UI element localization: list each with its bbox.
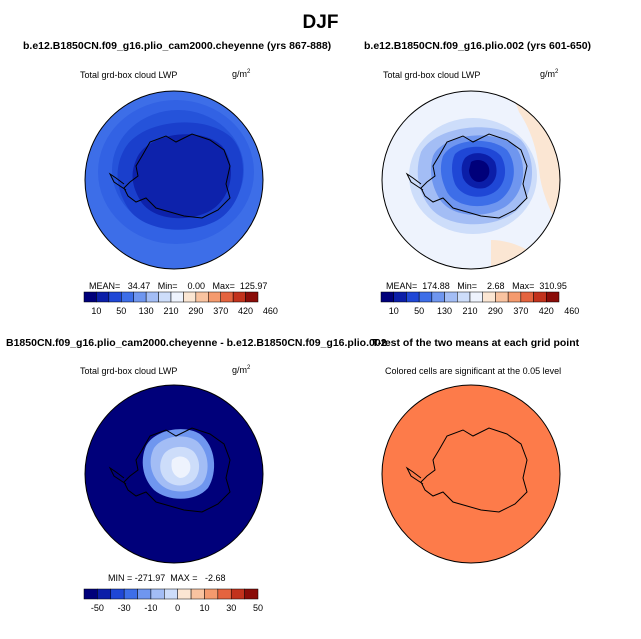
colorbar-tick-label: 0 <box>175 603 181 613</box>
panel-3-units: g/m2 <box>232 365 251 375</box>
colorbar-tick-label: 210 <box>462 306 478 316</box>
panel-1-title: b.e12.B1850CN.f09_g16.plio_cam2000.cheye… <box>23 40 332 52</box>
panel-3-map <box>84 384 264 564</box>
panel-4-antarctica-coast <box>405 427 528 513</box>
colorbar-tick-label: 50 <box>116 306 127 316</box>
colorbar-cell <box>507 291 522 303</box>
colorbar-cell <box>83 588 98 600</box>
panel-4-map <box>381 384 561 564</box>
panel-2-colorbar <box>380 291 560 303</box>
colorbar-tick-label: 420 <box>238 306 254 316</box>
colorbar-tick-label: 50 <box>414 306 425 316</box>
colorbar-cell <box>393 291 407 303</box>
colorbar-tick-label: 370 <box>213 306 229 316</box>
panel-2-variable-label: Total grd-box cloud LWP <box>383 70 481 80</box>
panel-4-variable-label: Colored cells are significant at the 0.0… <box>385 366 562 376</box>
colorbar-cell <box>183 291 197 303</box>
panel-3-colorbar <box>83 588 259 600</box>
panel-1-stats: MEAN= 34.47 Min= 0.00 Max= 125.97 <box>89 281 268 291</box>
colorbar-tick-label: 460 <box>564 306 580 316</box>
panel-1-colorbar-ticks: 10 50 130 210 290 370 420 460 <box>84 306 278 318</box>
colorbar-cell <box>164 588 178 600</box>
colorbar-tick-label: 420 <box>538 306 554 316</box>
colorbar-cell <box>245 291 259 303</box>
colorbar-cell <box>533 291 547 303</box>
colorbar-cell <box>208 291 221 303</box>
figure-title: DJF <box>302 12 339 33</box>
colorbar-cell <box>418 291 433 303</box>
panel-1-variable-label: Total grd-box cloud LWP <box>80 70 178 80</box>
colorbar-cell <box>482 291 496 303</box>
colorbar-tick-label: -10 <box>144 603 158 613</box>
colorbar-cell <box>220 291 234 303</box>
colorbar-tick-label: 370 <box>513 306 529 316</box>
colorbar-cell <box>123 588 138 600</box>
colorbar-cell <box>110 588 125 600</box>
colorbar-cell <box>204 588 219 600</box>
colorbar-cell <box>150 588 165 600</box>
colorbar-cell <box>457 291 471 303</box>
panel-2-map <box>381 90 561 270</box>
panel-2-stats: MEAN= 174.88 Min= 2.68 Max= 310.95 <box>386 281 567 291</box>
colorbar-tick-label: -50 <box>90 603 104 613</box>
colorbar-tick-label: 130 <box>437 306 453 316</box>
colorbar-cell <box>108 291 122 303</box>
colorbar-cell <box>195 291 209 303</box>
panel-1-map <box>84 90 264 270</box>
panel-3-stats: MIN = -271.97 MAX = -2.68 <box>108 573 226 583</box>
colorbar-tick-label: 10 <box>91 306 102 316</box>
colorbar-cell <box>133 291 147 303</box>
colorbar-cell <box>469 291 483 303</box>
colorbar-tick-label: 10 <box>388 306 399 316</box>
colorbar-cell <box>546 291 560 303</box>
colorbar-tick-label: 290 <box>188 306 204 316</box>
colorbar-tick-label: 210 <box>163 306 179 316</box>
panel-2-colorbar-ticks: 10 50 130 210 290 370 420 460 <box>381 306 580 318</box>
colorbar-tick-label: 130 <box>138 306 154 316</box>
colorbar-cell <box>177 588 192 600</box>
panel-1-units: g/m2 <box>232 69 251 79</box>
panel-1-antarctica-coast <box>108 133 231 219</box>
colorbar-cell <box>217 588 232 600</box>
panel-4-title: T-test of the two means at each grid poi… <box>372 337 580 349</box>
panel-2-title: b.e12.B1850CN.f09_g16.plio.002 (yrs 601-… <box>364 40 592 52</box>
colorbar-cell <box>230 588 245 600</box>
colorbar-tick-label: 50 <box>252 603 264 613</box>
colorbar-cell <box>190 588 205 600</box>
colorbar-tick-label: 290 <box>487 306 503 316</box>
colorbar-cell <box>520 291 534 303</box>
colorbar-cell <box>406 291 420 303</box>
panel-2-units: g/m2 <box>540 69 559 79</box>
colorbar-cell <box>170 291 184 303</box>
colorbar-cell <box>495 291 509 303</box>
colorbar-cell <box>244 588 259 600</box>
colorbar-cell <box>444 291 458 303</box>
colorbar-cell <box>97 588 112 600</box>
panel-2-antarctica-coast <box>405 133 528 219</box>
colorbar-tick-label: 460 <box>262 306 278 316</box>
panel-3-title: B1850CN.f09_g16.plio_cam2000.cheyenne - … <box>6 337 387 349</box>
panel-1-colorbar <box>83 291 259 303</box>
panel-3-colorbar-ticks: -50 -30 -10 0 10 30 50 <box>84 603 263 615</box>
colorbar-tick-label: -30 <box>117 603 131 613</box>
colorbar-cell <box>96 291 110 303</box>
colorbar-cell <box>121 291 134 303</box>
panel-3-variable-label: Total grd-box cloud LWP <box>80 366 178 376</box>
colorbar-cell <box>137 588 152 600</box>
colorbar-tick-label: 10 <box>199 603 210 613</box>
colorbar-tick-label: 30 <box>226 603 237 613</box>
colorbar-cell <box>380 291 394 303</box>
panel-3-antarctica-coast <box>108 427 231 513</box>
colorbar-cell <box>83 291 97 303</box>
colorbar-cell <box>232 291 246 303</box>
colorbar-cell <box>158 291 172 303</box>
colorbar-cell <box>431 291 445 303</box>
colorbar-cell <box>145 291 159 303</box>
